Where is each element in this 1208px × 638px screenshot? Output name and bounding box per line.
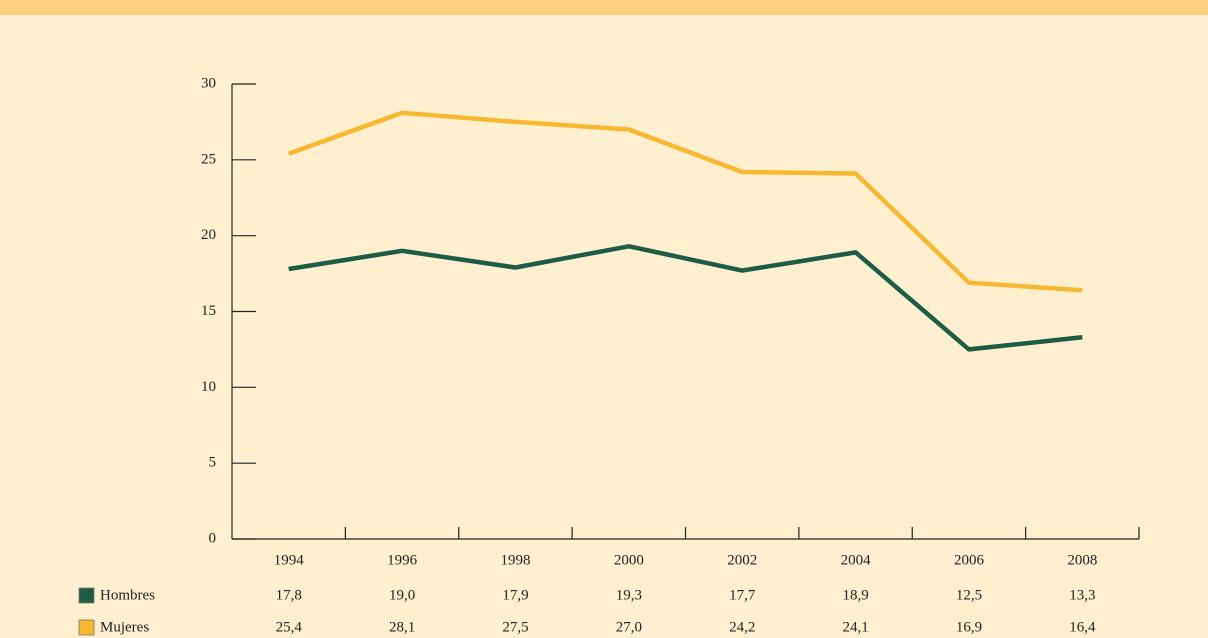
table-value: 17,9 (502, 587, 528, 603)
y-tick-label: 5 (209, 455, 217, 471)
table-value: 13,3 (1069, 587, 1095, 603)
y-tick-label: 0 (209, 530, 217, 546)
table-value: 24,1 (842, 619, 868, 635)
x-tick-label: 2000 (614, 552, 644, 568)
x-tick-label: 2008 (1067, 552, 1097, 568)
table-value: 18,9 (842, 587, 868, 603)
y-tick-label: 15 (201, 303, 216, 319)
table-value: 12,5 (956, 587, 982, 603)
table-value: 28,1 (389, 619, 415, 635)
y-tick-label: 30 (201, 75, 216, 91)
table-value: 24,2 (729, 619, 755, 635)
table-value: 19,3 (616, 587, 642, 603)
x-tick-label: 2006 (954, 552, 985, 568)
table-value: 27,0 (616, 619, 642, 635)
legend-label: Hombres (100, 587, 155, 603)
legend-swatch (78, 587, 95, 604)
table-value: 17,7 (729, 587, 756, 603)
series-line (288, 244, 1083, 352)
y-tick-label: 25 (201, 151, 216, 167)
table-value: 19,0 (389, 587, 415, 603)
x-tick-label: 2004 (841, 552, 872, 568)
table-value: 17,8 (276, 587, 302, 603)
x-tick-label: 2002 (727, 552, 757, 568)
series-line (287, 110, 1083, 293)
table-value: 27,5 (502, 619, 528, 635)
x-tick-label: 1996 (387, 552, 418, 568)
y-tick-label: 10 (201, 379, 216, 395)
x-tick-label: 1994 (274, 552, 305, 568)
table-value: 16,4 (1069, 619, 1096, 635)
y-tick-label: 20 (201, 227, 216, 243)
legend-swatch (78, 619, 95, 636)
legend-label: Mujeres (100, 619, 149, 635)
top-band (0, 0, 1208, 15)
x-tick-label: 1998 (500, 552, 530, 568)
table-value: 16,9 (956, 619, 982, 635)
table-value: 25,4 (276, 619, 303, 635)
